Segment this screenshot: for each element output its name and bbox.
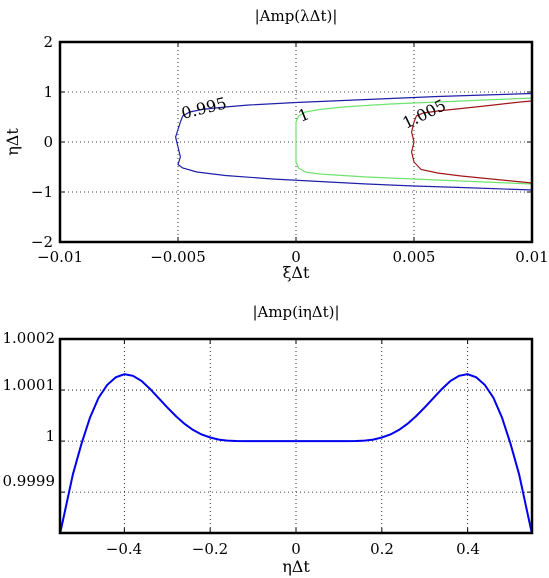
top-chart: |Amp(λΔt)| 0.995 1 1.005 −0.01 −0.005 0 …	[3, 7, 549, 282]
top-xlabel: ξΔt	[283, 263, 310, 282]
bottom-series	[59, 373, 533, 535]
top-ylabel: ηΔt	[3, 128, 22, 156]
bottom-xtick-label: 0.2	[370, 540, 394, 558]
top-ticks: −0.01 −0.005 0 0.005 0.01 −2 −1 0 1 2	[31, 33, 549, 266]
bottom-grid	[60, 339, 532, 533]
top-xtick-label: 0.005	[393, 248, 436, 266]
bottom-chart: |Amp(iηΔt)| −0.4 −0.2 0 0.2 0.4 0.9999 1…	[3, 303, 534, 576]
bottom-xtick-label: 0.4	[456, 540, 480, 558]
bottom-ticks: −0.4 −0.2 0 0.2 0.4 0.9999 1 1.0001 1.00…	[3, 329, 532, 558]
bottom-ytick-label: 1.0001	[3, 376, 56, 394]
top-xtick-label: 0	[291, 248, 301, 266]
top-contours	[174, 92, 533, 191]
contour-line-2	[410, 100, 533, 184]
contour-label-0995: 0.995	[179, 93, 228, 123]
top-xtick-label: −0.01	[37, 248, 83, 266]
bottom-xlabel: ηΔt	[282, 557, 310, 576]
top-ytick-label: −2	[31, 233, 53, 251]
top-ytick-label: 1	[43, 83, 53, 101]
top-contour-labels: 0.995 1 1.005	[179, 93, 449, 132]
top-ytick-label: 2	[43, 33, 53, 51]
amp-line-0	[59, 373, 533, 535]
top-xtick-label: −0.005	[150, 248, 206, 266]
top-chart-title: |Amp(λΔt)|	[255, 7, 338, 25]
bottom-xtick-label: −0.4	[106, 540, 142, 558]
bottom-xtick-label: 0	[291, 540, 301, 558]
contour-line-0	[174, 92, 533, 191]
bottom-ytick-label: 1	[45, 427, 55, 445]
contour-line-1	[295, 97, 533, 185]
top-ytick-label: 0	[43, 133, 53, 151]
contour-label-1005: 1.005	[399, 95, 449, 132]
bottom-ytick-label: 1.0002	[3, 329, 56, 347]
top-ytick-label: −1	[31, 183, 53, 201]
bottom-xtick-label: −0.2	[192, 540, 228, 558]
contour-label-1: 1	[295, 104, 312, 125]
bottom-chart-title: |Amp(iηΔt)|	[252, 303, 339, 321]
top-xtick-label: 0.01	[515, 248, 548, 266]
bottom-ytick-label: 0.9999	[3, 472, 56, 490]
